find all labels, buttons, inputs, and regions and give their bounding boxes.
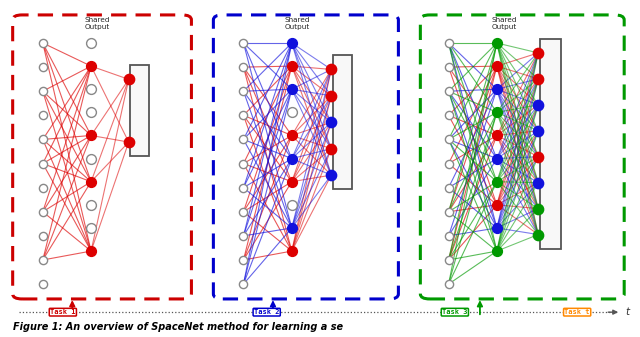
Point <box>238 161 248 166</box>
Point <box>326 146 337 151</box>
Point <box>287 202 297 208</box>
FancyBboxPatch shape <box>130 65 149 156</box>
Point <box>38 137 48 142</box>
Text: Shared
Output: Shared Output <box>284 17 310 30</box>
Point <box>238 89 248 94</box>
Point <box>492 133 502 138</box>
Point <box>86 40 96 46</box>
Point <box>444 209 454 214</box>
Point <box>38 89 48 94</box>
Point <box>86 63 96 69</box>
Point <box>38 209 48 214</box>
Point <box>38 40 48 46</box>
Point <box>238 40 248 46</box>
Point <box>287 63 297 69</box>
Point <box>533 180 543 185</box>
Point <box>492 225 502 231</box>
Point <box>86 110 96 115</box>
Point <box>238 281 248 287</box>
Text: Figure 1: An overview of SpaceNet method for learning a se: Figure 1: An overview of SpaceNet method… <box>13 322 343 332</box>
Point <box>287 248 297 254</box>
Text: Task 2: Task 2 <box>254 309 280 315</box>
Point <box>326 173 337 178</box>
Point <box>38 64 48 70</box>
Point <box>287 133 297 138</box>
Point <box>326 67 337 72</box>
Point <box>238 257 248 263</box>
Point <box>492 156 502 161</box>
Text: Shared
Output: Shared Output <box>491 17 516 30</box>
Point <box>287 156 297 161</box>
Point <box>492 202 502 208</box>
Point <box>444 257 454 263</box>
Point <box>287 179 297 184</box>
Point <box>287 225 297 231</box>
Point <box>444 161 454 166</box>
Point <box>533 154 543 159</box>
Point <box>38 113 48 118</box>
Point <box>533 206 543 211</box>
Point <box>287 110 297 115</box>
Point <box>533 128 543 133</box>
Point <box>444 137 454 142</box>
Point <box>492 179 502 184</box>
Point <box>38 257 48 263</box>
Point <box>444 281 454 287</box>
Point <box>444 113 454 118</box>
Point <box>326 93 337 98</box>
Point <box>86 87 96 92</box>
Point <box>86 156 96 161</box>
Point <box>238 209 248 214</box>
Point <box>86 133 96 138</box>
Text: t: t <box>625 307 630 317</box>
Point <box>238 64 248 70</box>
Point <box>444 89 454 94</box>
Text: Task t: Task t <box>564 309 590 315</box>
Point <box>38 185 48 190</box>
Point <box>38 233 48 239</box>
Point <box>86 202 96 208</box>
Point <box>444 64 454 70</box>
Text: Task 1: Task 1 <box>50 309 76 315</box>
FancyBboxPatch shape <box>540 39 561 249</box>
Point <box>492 248 502 254</box>
Point <box>444 40 454 46</box>
Text: Shared
Output: Shared Output <box>84 17 110 30</box>
Point <box>492 63 502 69</box>
Point <box>86 179 96 184</box>
Point <box>492 40 502 46</box>
Point <box>492 110 502 115</box>
Point <box>533 76 543 82</box>
Point <box>238 185 248 190</box>
Point <box>86 248 96 254</box>
Point <box>533 232 543 237</box>
Point <box>326 120 337 125</box>
Point <box>492 87 502 92</box>
Point <box>238 113 248 118</box>
Point <box>533 102 543 108</box>
Point <box>124 76 134 82</box>
Point <box>38 281 48 287</box>
Point <box>238 233 248 239</box>
Point <box>238 137 248 142</box>
Point <box>287 40 297 46</box>
Point <box>86 225 96 231</box>
Point <box>533 50 543 56</box>
Point <box>287 87 297 92</box>
Text: Task 3: Task 3 <box>442 309 468 315</box>
Point <box>444 185 454 190</box>
Point <box>124 140 134 145</box>
FancyBboxPatch shape <box>333 55 352 189</box>
Point <box>444 233 454 239</box>
Point <box>38 161 48 166</box>
